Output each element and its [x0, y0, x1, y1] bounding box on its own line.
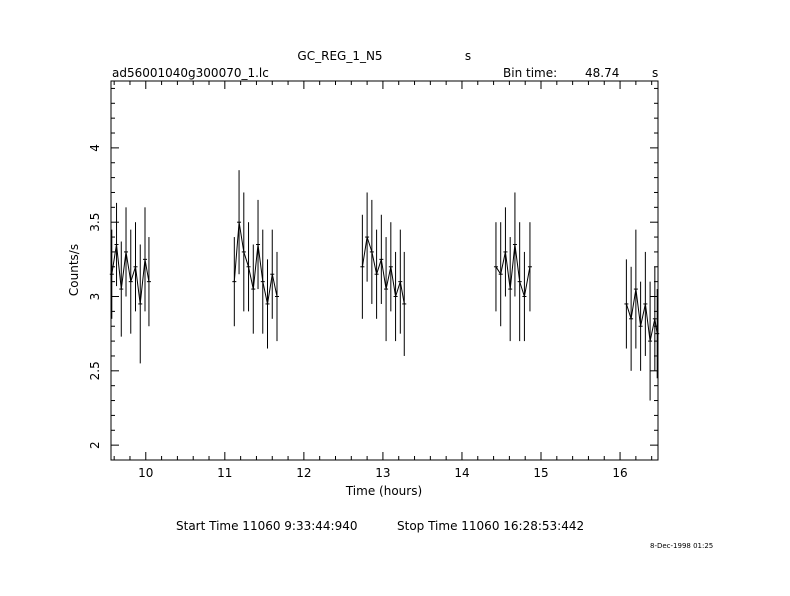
- x-axis-label: Time (hours): [345, 484, 422, 498]
- x-tick-label: 13: [375, 466, 390, 480]
- bin-time-label: Bin time:: [503, 66, 557, 80]
- start-time-label: Start Time 11060 9:33:44:940: [176, 519, 358, 533]
- series-line-3: [361, 236, 405, 304]
- axis-ticks: 10 11 12 13 14 15 16 2 2.5 3 3.5 4: [88, 81, 658, 480]
- x-tick-label: 10: [138, 466, 153, 480]
- light-curve-data: [109, 170, 660, 401]
- x-tick-label: 15: [533, 466, 548, 480]
- file-name: ad56001040g300070_1.lc: [112, 66, 269, 80]
- x-tick-label: 16: [612, 466, 627, 480]
- bin-time-value: 48.74: [585, 66, 619, 80]
- x-tick-label: 11: [217, 466, 232, 480]
- series-line-5: [625, 289, 658, 342]
- y-tick-label: 4: [88, 144, 102, 152]
- y-tick-label: 2.5: [88, 361, 102, 380]
- stop-time-label: Stop Time 11060 16:28:53:442: [397, 519, 584, 533]
- x-tick-label: 12: [296, 466, 311, 480]
- plot-timestamp: 8-Dec-1998 01:25: [650, 542, 713, 550]
- y-tick-label: 2: [88, 441, 102, 449]
- plot-frame: [110, 80, 659, 461]
- y-axis-label: Counts/s: [67, 244, 81, 296]
- y-tick-label: 3: [88, 293, 102, 301]
- series-line-4: [495, 244, 531, 297]
- x-tick-label: 14: [454, 466, 469, 480]
- chart-title-unit: s: [465, 49, 471, 63]
- y-tick-label: 3.5: [88, 213, 102, 232]
- chart-title: GC_REG_1_N5: [297, 49, 382, 63]
- series-line-2: [233, 222, 278, 305]
- bin-time-unit: s: [652, 66, 658, 80]
